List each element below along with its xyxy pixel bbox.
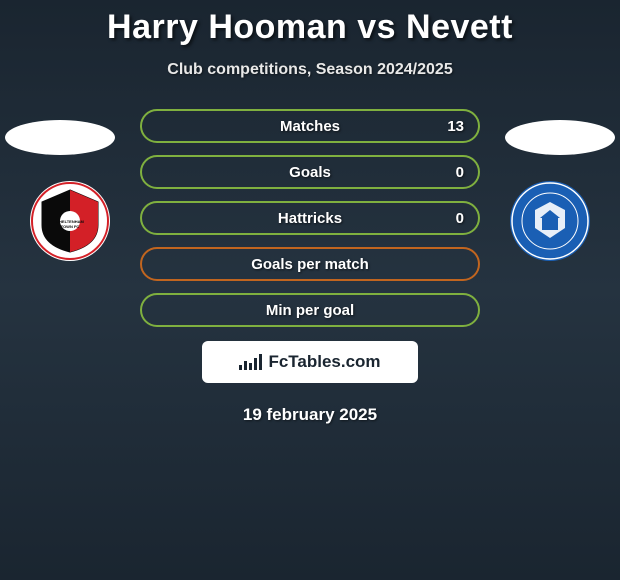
stat-value-right: 0 <box>456 210 464 227</box>
club-badge-left: CHELTENHAM TOWN FC <box>20 180 120 262</box>
stat-row: Hattricks 0 <box>140 201 480 235</box>
fctables-label: FcTables.com <box>268 352 380 372</box>
stat-label: Hattricks <box>278 210 342 227</box>
stat-row: Matches 13 <box>140 109 480 143</box>
bar-chart-icon <box>239 354 262 370</box>
peterborough-badge-icon <box>500 180 600 262</box>
date-label: 19 february 2025 <box>0 405 620 425</box>
stat-row: Goals 0 <box>140 155 480 189</box>
stat-label: Matches <box>280 118 340 135</box>
stat-row: Goals per match <box>140 247 480 281</box>
stat-label: Min per goal <box>266 302 354 319</box>
player-silhouette-left <box>5 120 115 155</box>
stat-value-right: 13 <box>447 118 464 135</box>
svg-text:TOWN FC: TOWN FC <box>61 224 80 229</box>
cheltenham-badge-icon: CHELTENHAM TOWN FC <box>20 180 120 262</box>
page-title: Harry Hooman vs Nevett <box>0 8 620 47</box>
stat-label: Goals per match <box>251 256 369 273</box>
stat-value-right: 0 <box>456 164 464 181</box>
player-silhouette-right <box>505 120 615 155</box>
fctables-branding: FcTables.com <box>202 341 418 383</box>
club-badge-right <box>500 180 600 262</box>
page-subtitle: Club competitions, Season 2024/2025 <box>0 61 620 79</box>
stat-label: Goals <box>289 164 331 181</box>
stat-row: Min per goal <box>140 293 480 327</box>
